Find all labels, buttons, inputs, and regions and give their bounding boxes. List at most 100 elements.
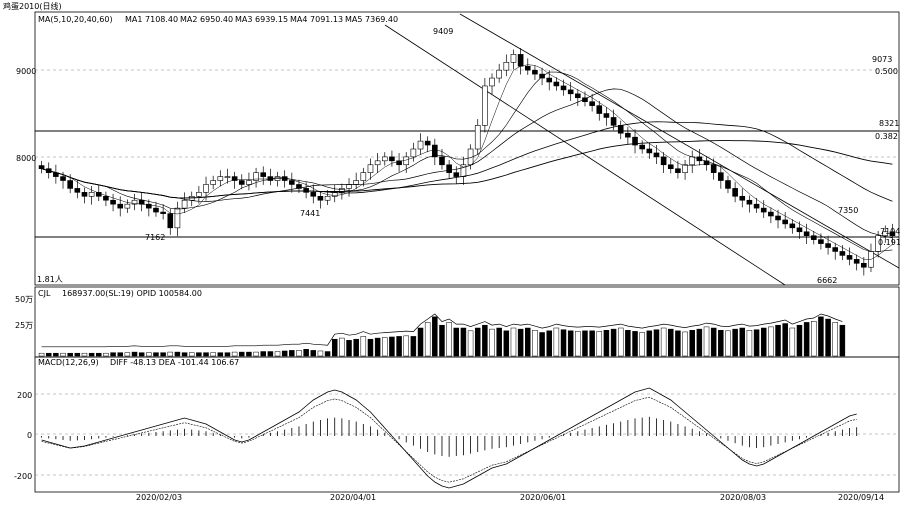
candle-body [110, 199, 116, 205]
volume-bar [138, 352, 145, 357]
candle-body [367, 164, 374, 173]
volume-bar [81, 352, 88, 357]
volume-bar [403, 335, 409, 357]
candle-body [882, 231, 889, 237]
open-interest-line [41, 313, 843, 348]
candle-body [782, 219, 788, 225]
volume-bar [789, 327, 796, 357]
volume-bar [811, 321, 817, 357]
annotation-8321: 8321 [879, 119, 899, 128]
ma-line-10 [41, 71, 893, 252]
ma-legend[interactable]: MA(5,10,20,40,60) [38, 15, 113, 24]
candle-body [310, 192, 317, 197]
candle-body [439, 156, 445, 166]
candle-body [117, 203, 124, 209]
volume-bar [131, 351, 138, 357]
candle-body [510, 54, 517, 63]
candle-body [610, 117, 617, 126]
volume-bar [803, 322, 810, 357]
ma-line-5 [41, 64, 893, 260]
candle-body [38, 165, 45, 170]
candle-body [760, 207, 767, 213]
candle-body [818, 239, 824, 244]
candle-body [81, 192, 88, 197]
macd-diff-line [41, 387, 857, 489]
candle-body [653, 152, 660, 158]
candle-body [625, 132, 631, 138]
candle-body [803, 231, 810, 237]
candle-body [718, 172, 724, 181]
annotation-7104: 7104 [880, 227, 900, 236]
candle-body [224, 176, 231, 178]
volume-bar [675, 330, 681, 357]
volume-bar [467, 330, 474, 357]
volume-bar [417, 327, 424, 357]
candle-body [289, 180, 295, 185]
volume-bar [231, 351, 238, 357]
volume-bar [281, 350, 288, 357]
candle-body [124, 203, 131, 209]
candle-body [617, 125, 624, 134]
candle-body [324, 195, 331, 201]
candle-body [432, 144, 438, 158]
candle-body [60, 176, 66, 181]
channel-line-lower [384, 24, 786, 286]
date-label-2: 2020/06/01 [520, 493, 566, 502]
date-label-3: 2020/08/03 [720, 493, 766, 502]
candle-body [95, 192, 102, 197]
volume-bar [510, 327, 517, 357]
macd-pane[interactable] [34, 356, 900, 493]
annotation-6662: 6662 [817, 276, 837, 285]
ma-value-3: MA3 6939.15 [235, 15, 288, 24]
chart-title[interactable]: 鸡蛋2010(日线) [3, 1, 62, 11]
volume-bar [217, 352, 224, 357]
volume-bar [796, 324, 803, 357]
volume-bar [689, 329, 695, 357]
candle-body [775, 215, 781, 221]
candle-body [503, 61, 510, 71]
price-pane[interactable] [34, 11, 900, 286]
candle-body [660, 156, 667, 166]
ma-line-60 [41, 140, 893, 199]
candlestick-series [38, 48, 896, 276]
volume-bar [639, 332, 645, 357]
candle-body [832, 247, 839, 252]
volume-bar [567, 330, 574, 357]
volume-tick-25: 25万 [15, 321, 33, 330]
volume-bar [625, 329, 631, 357]
price-tick-9000: 9000 [16, 67, 36, 76]
macd-legend[interactable]: MACD(12,26,9) [38, 358, 99, 367]
volume-bar [396, 336, 402, 357]
volume-bar [753, 329, 760, 357]
annotation-7441: 7441 [300, 209, 320, 218]
volume-legend[interactable]: CJL [38, 289, 51, 298]
title-bar [0, 0, 900, 12]
volume-bar [303, 349, 309, 357]
volume-bar [382, 337, 388, 357]
volume-bar [174, 351, 181, 357]
candle-body [253, 172, 259, 181]
candle-body [861, 262, 867, 268]
volume-bar [646, 330, 653, 357]
volume-bar [453, 327, 460, 357]
volume-bar [153, 352, 159, 357]
macd-tick-0: 0 [27, 431, 32, 440]
candle-body [482, 85, 488, 126]
candle-body [639, 144, 645, 150]
volume-bar [274, 351, 281, 357]
candle-body [153, 207, 159, 213]
candle-body [381, 156, 388, 162]
volume-bar [67, 352, 73, 357]
volume-bar [739, 327, 746, 357]
candle-body [768, 211, 774, 217]
volume-bar [482, 324, 488, 357]
volume-bar [224, 352, 231, 357]
candle-body [403, 156, 410, 166]
volume-bar [353, 338, 359, 357]
volume-bar [832, 322, 838, 357]
volume-bar [253, 351, 259, 357]
volume-bar [74, 352, 81, 357]
volume-bar [45, 352, 52, 357]
volume-bar [825, 318, 831, 357]
